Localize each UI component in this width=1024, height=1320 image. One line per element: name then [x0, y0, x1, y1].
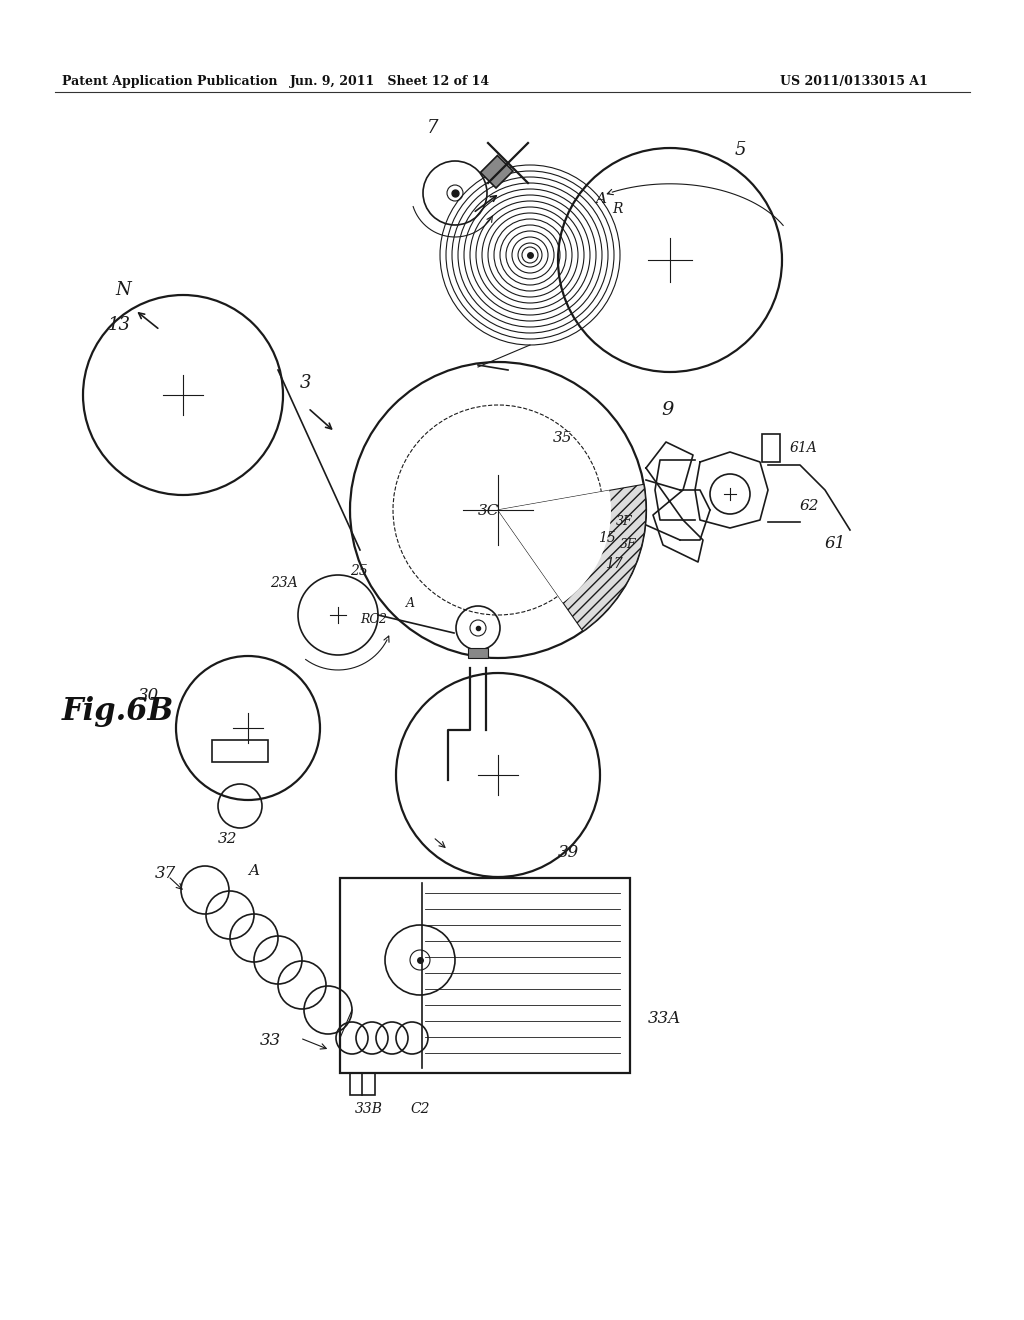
Text: 3F: 3F	[620, 539, 637, 550]
Text: 35: 35	[553, 432, 572, 445]
Text: 30: 30	[138, 686, 160, 704]
Text: 61A: 61A	[790, 441, 818, 455]
Text: R: R	[612, 202, 623, 216]
Text: 17: 17	[605, 557, 623, 572]
Text: RC2: RC2	[360, 612, 387, 626]
Text: 32: 32	[218, 832, 238, 846]
Text: 39: 39	[558, 843, 580, 861]
Text: 37: 37	[155, 865, 176, 882]
Text: A: A	[248, 865, 259, 878]
Text: 3C: 3C	[478, 504, 500, 517]
Text: US 2011/0133015 A1: US 2011/0133015 A1	[780, 75, 928, 88]
Bar	[212, 741, 268, 762]
Text: 13: 13	[108, 315, 131, 334]
Wedge shape	[498, 490, 611, 602]
Text: 9: 9	[662, 401, 674, 418]
Bar	[762, 434, 780, 462]
Text: 3F: 3F	[616, 515, 633, 528]
Wedge shape	[498, 484, 646, 631]
Text: 33: 33	[260, 1032, 282, 1049]
Text: C2: C2	[410, 1102, 429, 1115]
Bar	[350, 1073, 375, 1096]
Text: 25: 25	[350, 564, 368, 578]
Bar	[340, 878, 630, 1073]
Text: Patent Application Publication: Patent Application Publication	[62, 75, 278, 88]
Text: 15: 15	[598, 531, 615, 545]
Text: Jun. 9, 2011   Sheet 12 of 14: Jun. 9, 2011 Sheet 12 of 14	[290, 75, 490, 88]
Text: 61: 61	[825, 535, 846, 552]
Text: 23A: 23A	[270, 576, 298, 590]
Text: N: N	[115, 281, 131, 300]
Text: 33A: 33A	[648, 1010, 681, 1027]
Text: A: A	[595, 191, 606, 206]
Text: 5: 5	[735, 141, 746, 158]
Text: A: A	[406, 597, 415, 610]
Text: 62: 62	[800, 499, 819, 513]
Bar	[480, 156, 513, 187]
Text: 7: 7	[427, 119, 438, 137]
Text: 33B: 33B	[355, 1102, 383, 1115]
Bar	[468, 648, 488, 657]
Text: Fig.6B: Fig.6B	[62, 696, 174, 727]
Text: 3: 3	[300, 374, 311, 392]
